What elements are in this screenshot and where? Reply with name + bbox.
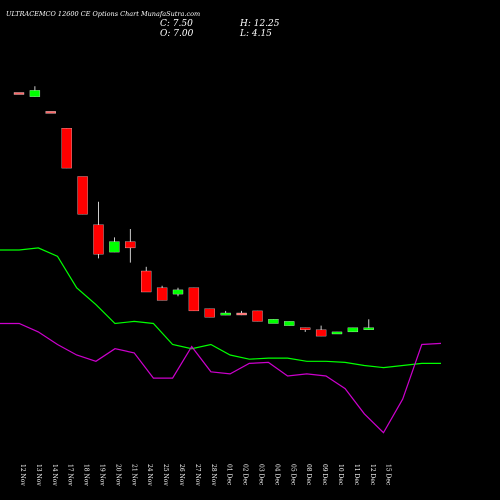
candle-body-15 xyxy=(252,310,263,322)
candle-21 xyxy=(347,327,359,333)
date-tick-22: 12 Dec xyxy=(369,464,376,486)
open-label: O: 7.00 xyxy=(160,29,194,39)
candle-body-12 xyxy=(204,308,215,318)
candle-9 xyxy=(156,285,168,301)
candle-body-17 xyxy=(284,321,295,326)
candle-body-21 xyxy=(347,327,359,333)
candle-11 xyxy=(188,287,200,312)
candles xyxy=(13,86,374,337)
candle-body-6 xyxy=(109,241,120,253)
date-tick-17: 05 Dec xyxy=(289,464,296,486)
candle-body-22 xyxy=(363,327,374,330)
candle-body-13 xyxy=(220,312,231,316)
date-tick-14: 02 Dec xyxy=(242,464,249,486)
candle-16 xyxy=(268,319,279,324)
candle-14 xyxy=(236,310,247,316)
candle-body-9 xyxy=(156,287,168,301)
low-label: L: 4.15 xyxy=(240,29,272,39)
candle-body-11 xyxy=(188,287,200,312)
high-label: H: 12.25 xyxy=(240,19,280,29)
candle-body-8 xyxy=(141,270,152,293)
date-tick-21: 11 Dec xyxy=(353,464,360,486)
date-tick-9: 25 Nov xyxy=(162,464,169,486)
candle-8 xyxy=(141,266,152,293)
candle-body-0 xyxy=(13,92,25,95)
date-tick-18: 08 Dec xyxy=(305,464,312,486)
candle-body-7 xyxy=(125,241,136,249)
date-tick-11: 27 Nov xyxy=(194,464,201,486)
chart-title: ULTRACEMCO 12600 CE Options Chart Munafa… xyxy=(6,10,201,18)
candle-body-10 xyxy=(172,289,184,295)
date-tick-5: 19 Nov xyxy=(99,464,106,486)
candle-body-5 xyxy=(93,224,104,255)
candle-body-1 xyxy=(29,90,41,97)
date-tick-13: 01 Dec xyxy=(226,464,233,486)
date-tick-10: 26 Nov xyxy=(178,464,185,486)
date-tick-7: 21 Nov xyxy=(130,464,137,486)
close-label: C: 7.50 xyxy=(160,19,193,29)
candle-13 xyxy=(220,310,231,316)
candle-body-14 xyxy=(236,312,247,316)
candle-10 xyxy=(172,287,184,297)
candle-7 xyxy=(125,229,136,263)
date-tick-8: 24 Nov xyxy=(146,464,153,486)
candle-body-16 xyxy=(268,319,279,324)
candle-19 xyxy=(315,325,327,337)
date-tick-23: 15 Dec xyxy=(385,464,392,486)
candle-body-4 xyxy=(77,176,88,215)
date-tick-15: 03 Dec xyxy=(258,464,265,486)
date-axis: 12 Nov 13 Nov 14 Nov 17 Nov 18 Nov 19 Nov 20 N… xyxy=(19,464,392,486)
date-tick-12: 28 Nov xyxy=(210,464,217,486)
date-tick-3: 17 Nov xyxy=(67,464,74,486)
candle-body-18 xyxy=(300,327,311,330)
date-tick-2: 14 Nov xyxy=(51,464,58,486)
date-tick-6: 20 Nov xyxy=(114,464,121,486)
candle-22 xyxy=(363,319,374,330)
candle-6 xyxy=(109,237,120,253)
candle-18 xyxy=(300,327,311,332)
indicator-line-0 xyxy=(0,247,441,369)
date-tick-0: 12 Nov xyxy=(19,464,26,486)
candle-12 xyxy=(204,308,215,318)
date-tick-1: 13 Nov xyxy=(35,464,42,486)
candle-body-3 xyxy=(61,128,72,169)
candle-body-2 xyxy=(45,111,56,114)
candle-15 xyxy=(252,310,263,322)
date-tick-20: 10 Dec xyxy=(337,464,344,486)
candle-17 xyxy=(284,321,295,326)
candle-5 xyxy=(93,201,104,259)
candle-2 xyxy=(45,111,56,114)
candle-0 xyxy=(13,92,25,95)
candle-20 xyxy=(331,331,343,335)
candle-body-20 xyxy=(331,331,343,335)
date-tick-19: 09 Dec xyxy=(321,464,328,486)
candle-3 xyxy=(61,128,72,169)
indicator-lines xyxy=(0,247,442,434)
date-tick-16: 04 Dec xyxy=(273,464,280,486)
candle-4 xyxy=(77,176,88,215)
candle-body-19 xyxy=(315,329,327,337)
indicator-line-1 xyxy=(0,322,442,434)
candle-1 xyxy=(29,86,41,97)
date-tick-4: 18 Nov xyxy=(83,464,90,486)
